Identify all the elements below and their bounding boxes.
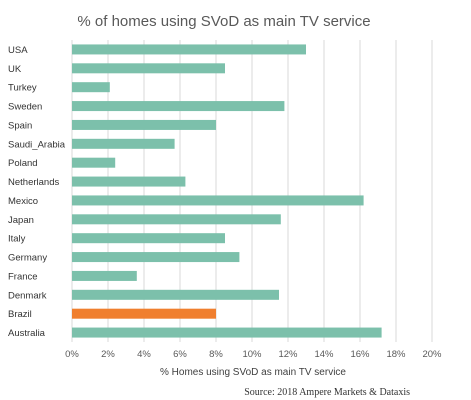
bar <box>72 195 364 206</box>
bar <box>72 176 186 187</box>
bars <box>72 44 382 338</box>
category-label: Spain <box>8 120 32 131</box>
x-tick-label: 16% <box>350 349 370 360</box>
category-label: Germany <box>8 253 47 264</box>
x-tick-label: 8% <box>209 349 223 360</box>
category-label: Italy <box>8 234 26 245</box>
category-label: Poland <box>8 158 38 169</box>
source-note: Source: 2018 Ampere Markets & Dataxis <box>244 387 410 398</box>
chart-title: % of homes using SVoD as main TV service <box>77 13 370 30</box>
bar <box>72 138 175 149</box>
x-tick-label: 0% <box>65 349 79 360</box>
bar <box>72 308 216 319</box>
x-tick-label: 14% <box>314 349 334 360</box>
category-label: Turkey <box>8 83 37 94</box>
bar <box>72 101 285 112</box>
bar <box>72 82 110 93</box>
bar <box>72 157 116 168</box>
bar <box>72 233 225 244</box>
category-label: Brazil <box>8 309 32 320</box>
x-tick-label: 10% <box>242 349 262 360</box>
bar <box>72 270 137 281</box>
bar <box>72 63 225 74</box>
bar <box>72 214 281 225</box>
x-tick-label: 6% <box>173 349 187 360</box>
x-axis-label: % Homes using SVoD as main TV service <box>160 367 346 378</box>
category-label: Sweden <box>8 102 42 113</box>
category-label: Denmark <box>8 290 47 301</box>
category-label: Netherlands <box>8 177 59 188</box>
x-tick-label: 18% <box>386 349 406 360</box>
bar <box>72 327 382 338</box>
category-label: USA <box>8 45 28 56</box>
bar <box>72 44 306 55</box>
x-tick-label: 4% <box>137 349 151 360</box>
x-tick-label: 12% <box>278 349 298 360</box>
category-label: Mexico <box>8 196 38 207</box>
x-tick-label: 20% <box>422 349 442 360</box>
bar <box>72 289 279 300</box>
category-label: France <box>8 271 38 282</box>
category-label: Japan <box>8 215 34 226</box>
x-tick-labels: 0% 2% 4% 6% 8% 10% 12% 14% 16% 18% 20% <box>65 349 442 360</box>
x-tick-label: 2% <box>101 349 115 360</box>
category-label: Saudi_Arabia <box>8 139 66 150</box>
bar <box>72 119 216 130</box>
category-label: UK <box>8 64 22 75</box>
category-label: Australia <box>8 328 46 339</box>
bar <box>72 252 240 263</box>
category-labels: USA UK Turkey Sweden Spain Saudi_Arabia Poland… <box>8 45 66 339</box>
